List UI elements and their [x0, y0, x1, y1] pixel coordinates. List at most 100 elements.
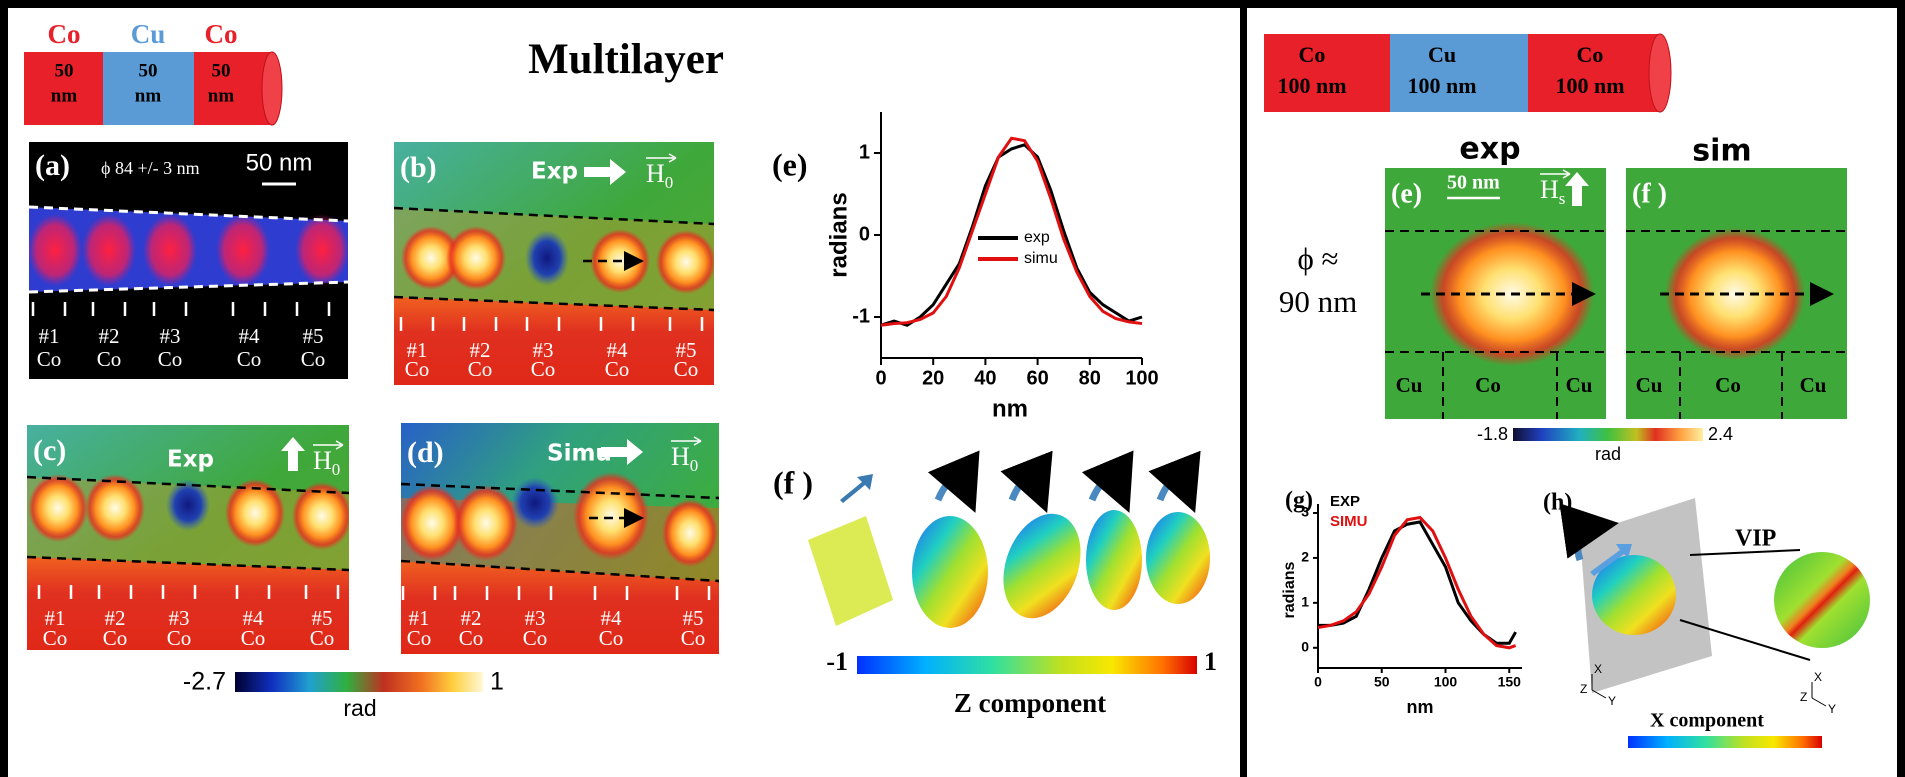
wire-material: Co	[407, 626, 432, 650]
material: Co	[48, 19, 81, 49]
x-tick-label: 150	[1498, 674, 1522, 690]
substrate	[401, 561, 719, 654]
wire-id: #3	[525, 606, 546, 630]
cylinder-segment	[194, 52, 272, 125]
wire-material: Co	[158, 347, 183, 371]
wire-id: #2	[99, 324, 120, 348]
wire-material: Co	[468, 357, 493, 381]
colorbar-unit: rad	[1595, 444, 1621, 464]
caption: X component	[1650, 710, 1764, 732]
vector-arrow	[335, 440, 344, 450]
wire-id: #4	[607, 338, 629, 362]
domain	[525, 230, 569, 286]
y-tick-label: 1	[1301, 594, 1309, 610]
thickness-unit: nm	[208, 85, 235, 106]
colorbar-max: 2.4	[1708, 424, 1733, 444]
wire-material: Co	[605, 357, 630, 381]
thickness: 50	[212, 60, 231, 81]
colorbar	[1513, 428, 1703, 441]
field-symbol: H	[1540, 175, 1559, 204]
x-tick-label: 100	[1125, 367, 1158, 389]
frame	[0, 0, 1905, 8]
wire-id: #4	[239, 324, 261, 348]
domain	[454, 485, 518, 561]
spin-structure	[808, 516, 893, 626]
wire-material: Co	[310, 626, 335, 650]
colorbar-max: 1	[1204, 647, 1217, 676]
axis-label: X	[1594, 662, 1602, 676]
moment-arrow	[840, 474, 873, 503]
colorbar	[857, 656, 1197, 674]
scale-bar-label: 50 nm	[246, 149, 313, 176]
domain	[143, 214, 197, 286]
field-label: Hs	[1540, 175, 1565, 208]
cylinder-cap	[1648, 33, 1672, 113]
field-symbol: H	[646, 159, 665, 188]
domain	[401, 485, 464, 561]
mode: Exp	[167, 447, 214, 473]
wire-material: Co	[43, 626, 68, 650]
domain	[29, 214, 82, 286]
rotation-arrow	[1559, 503, 1619, 562]
domain	[662, 499, 718, 567]
domain	[656, 230, 714, 294]
wire-id: #1	[409, 606, 430, 630]
x-tick-label: 20	[922, 367, 944, 389]
cylinder-segment	[24, 52, 103, 125]
frame	[1897, 0, 1905, 777]
x-tick-label: 0	[1314, 674, 1322, 690]
data-line	[880, 136, 1143, 327]
panel: (b) Exp H0#1Co#2Co#3Co#4Co#5Co	[394, 142, 714, 385]
plane-label: VIP	[1735, 526, 1776, 552]
spin-structure	[912, 516, 988, 628]
colorbar	[235, 672, 483, 692]
heading: sim	[1692, 134, 1751, 169]
y-tick-label: 3	[1301, 504, 1309, 520]
diameter: ϕ ≈	[1297, 241, 1338, 276]
legend-label: EXP	[1330, 493, 1360, 510]
panel-label: (f )	[773, 464, 813, 500]
wire-material: Co	[97, 347, 122, 371]
field-label: H0	[313, 446, 340, 479]
field-label: H0	[671, 442, 698, 475]
vector-arrow	[668, 153, 677, 163]
x-tick-label: 40	[974, 367, 996, 389]
material: Cu	[131, 19, 166, 49]
field-subscript: 0	[332, 460, 341, 479]
axis-label: Z	[1800, 690, 1807, 704]
panel-label: (e)	[772, 146, 808, 182]
dashed-line	[394, 206, 714, 226]
spin-structure	[1086, 510, 1142, 610]
field-subscript: s	[1559, 189, 1566, 208]
x-axis-label: nm	[992, 395, 1028, 422]
rotation-arrow	[1000, 450, 1053, 514]
rotation-arrow	[927, 450, 980, 513]
field-arrow	[1565, 172, 1589, 206]
panel: (d) Simu H0#1Co#2Co#3Co#4Co#5Co	[401, 423, 719, 654]
rotation-arrow	[1081, 450, 1134, 513]
wire-material: Co	[405, 357, 430, 381]
dashed-line	[27, 555, 349, 572]
link	[1679, 619, 1811, 661]
wire-material: Co	[523, 626, 548, 650]
domain	[573, 472, 649, 560]
axis	[1591, 689, 1607, 699]
field-symbol: H	[671, 442, 690, 471]
wire-id: #2	[105, 606, 126, 630]
wire-id: #3	[533, 338, 554, 362]
segment-label: Co	[1715, 373, 1741, 397]
segment-label: Cu	[1800, 373, 1827, 397]
rotation-arrow	[1148, 450, 1201, 514]
segment-label: Cu	[1396, 373, 1423, 397]
data-line	[1318, 520, 1517, 645]
wire-material: Co	[599, 626, 624, 650]
axis	[1811, 697, 1827, 707]
legend-label: exp	[1024, 229, 1050, 246]
field-label: H0	[646, 159, 673, 192]
wire-id: #3	[160, 324, 181, 348]
wire-id: #4	[243, 606, 265, 630]
wire-id: #2	[470, 338, 491, 362]
colorbar-min: -1.8	[1477, 424, 1508, 444]
dashed-line	[29, 205, 348, 223]
mode: Exp	[531, 159, 578, 185]
